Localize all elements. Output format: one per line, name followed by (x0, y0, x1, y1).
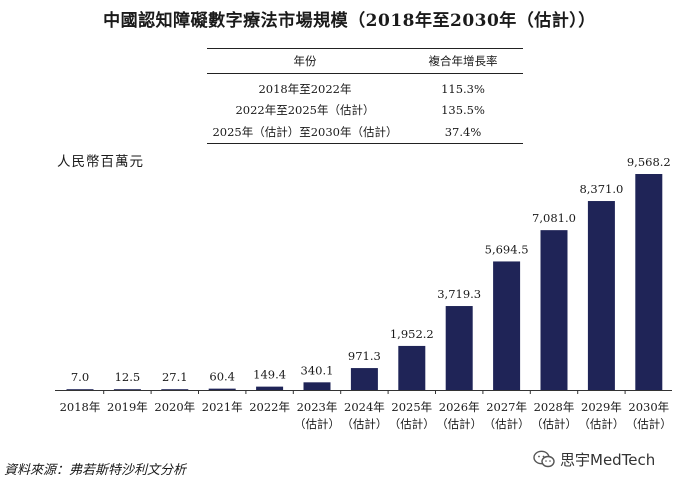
data-label: 60.4 (209, 370, 235, 384)
cagr-rate: 135.5% (441, 102, 485, 117)
cagr-period: 2025年（估計）至2030年（估計） (207, 120, 403, 144)
x-tick-label: 2028年 (534, 400, 575, 414)
x-tick-label: 2019年 (107, 400, 148, 414)
bar (256, 386, 284, 390)
x-tick-label: 2024年 (344, 400, 385, 414)
table-row: 2025年（估計）至2030年（估計） 37.4% (207, 120, 523, 144)
table-row: 2018年至2022年 115.3% (207, 74, 523, 100)
x-tick-label: （估計） (436, 417, 482, 431)
data-label: 5,694.5 (485, 242, 529, 256)
bar (303, 382, 331, 390)
cagr-rate: 37.4% (403, 120, 523, 144)
data-label: 12.5 (115, 370, 141, 384)
data-label: 340.1 (301, 363, 334, 377)
bar (445, 306, 473, 390)
bar (113, 389, 141, 390)
bar (350, 368, 378, 390)
cagr-period: 2022年至2025年（估計） (235, 102, 375, 117)
cagr-table: 年份 複合年增長率 2018年至2022年 115.3% 2022年至2025年… (207, 48, 523, 144)
bar (161, 389, 189, 390)
x-tick-label: 2022年 (249, 400, 290, 414)
chart-title: 中國認知障礙數字療法市場規模（2018年至2030年（估計）） (103, 11, 596, 31)
x-tick-label: （估計） (484, 417, 530, 431)
data-label: 7.0 (71, 370, 89, 384)
bar (493, 261, 521, 390)
cagr-table-header: 年份 複合年增長率 (207, 48, 523, 74)
data-label: 7,081.0 (532, 211, 576, 225)
x-tick-label: 2018年 (60, 400, 101, 414)
x-tick-label: （估計） (531, 417, 577, 431)
x-tick-label: 2027年 (486, 400, 527, 414)
watermark: 思宇MedTech (533, 447, 655, 471)
x-tick-label: 2020年 (154, 400, 195, 414)
x-tick-label: （估計） (626, 417, 672, 431)
watermark-text: 思宇MedTech (560, 450, 656, 469)
data-label: 9,568.2 (627, 155, 671, 169)
bar (540, 230, 568, 390)
x-tick-label: （估計） (389, 417, 435, 431)
wechat-icon (533, 450, 555, 468)
data-label: 3,719.3 (437, 287, 481, 301)
data-label: 8,371.0 (579, 182, 623, 196)
cagr-header-rate: 複合年增長率 (403, 48, 523, 74)
x-tick-label: 2030年 (628, 400, 669, 414)
bar (66, 389, 94, 390)
data-label: 149.4 (253, 368, 286, 382)
data-label: 971.3 (348, 349, 381, 363)
x-tick-label: 2026年 (439, 400, 480, 414)
bar (208, 388, 236, 390)
x-tick-label: 2029年 (581, 400, 622, 414)
cagr-period: 2018年至2022年 (258, 81, 352, 96)
bar (587, 201, 615, 390)
x-tick-label: 2023年 (297, 400, 338, 414)
x-tick-label: 2021年 (202, 400, 243, 414)
y-axis-unit-label: 人民幣百萬元 (57, 154, 144, 170)
data-label: 27.1 (162, 370, 188, 384)
bar (398, 345, 426, 390)
bar (635, 174, 663, 390)
cagr-rate: 115.3% (441, 81, 485, 96)
x-tick-label: （估計） (294, 417, 340, 431)
x-tick-label: （估計） (341, 417, 387, 431)
x-tick-label: 2025年 (391, 400, 432, 414)
table-row: 2022年至2025年（估計） 135.5% (207, 99, 523, 120)
data-label: 1,952.2 (390, 327, 434, 341)
cagr-header-year: 年份 (207, 48, 403, 74)
source-note: 資料來源：弗若斯特沙利文分析 (4, 463, 187, 478)
x-tick-label: （估計） (578, 417, 624, 431)
